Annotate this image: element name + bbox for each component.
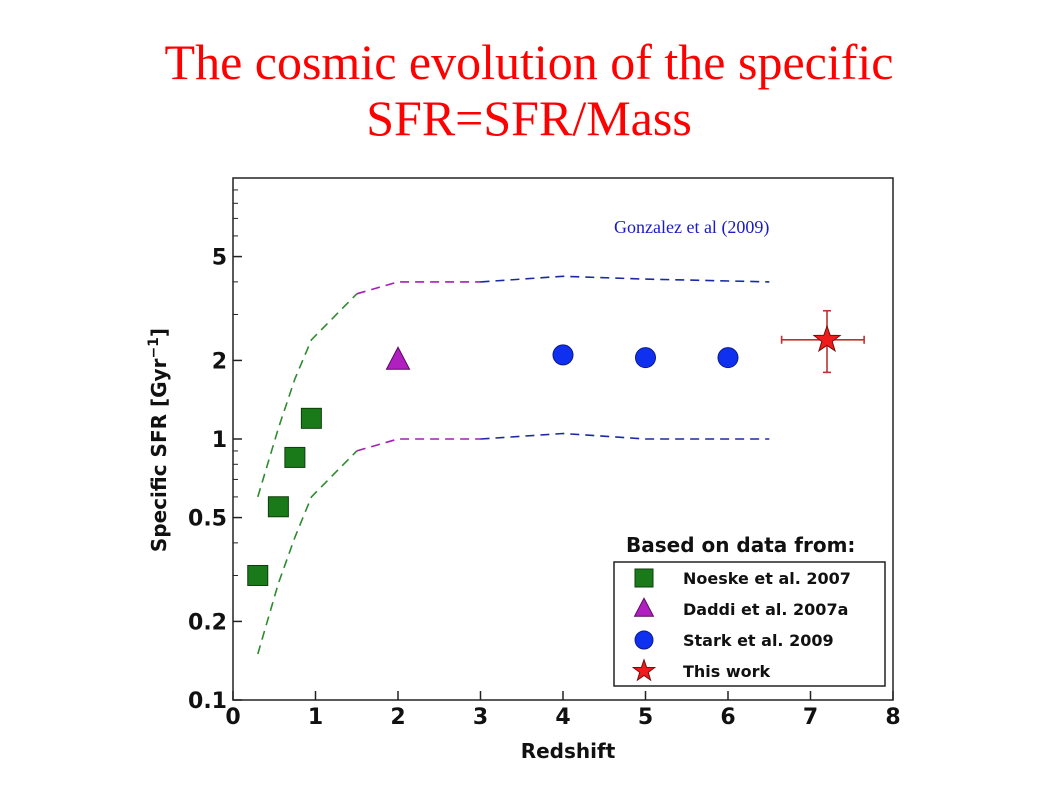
legend-triangle-icon xyxy=(633,597,655,617)
circle-marker xyxy=(717,347,739,369)
x-tick-label: 0 xyxy=(225,705,240,730)
legend-box xyxy=(613,561,886,687)
legend-items: Noeske et al. 2007 Daddi et al. 2007a Star… xyxy=(631,568,851,682)
band-upper-line xyxy=(480,275,770,283)
x-tick-label: 3 xyxy=(473,705,488,730)
ticks-layer: 0 1 2 3 4 5 6 7 8 0.1 0.2 0.5 1 2 5 xyxy=(188,189,901,730)
y-tick-label: 0.1 xyxy=(188,689,227,714)
x-tick-label: 8 xyxy=(885,705,900,730)
bands-layer xyxy=(257,275,770,655)
square-marker xyxy=(247,564,269,586)
legend-label: This work xyxy=(683,662,771,681)
y-tick-label: 0.5 xyxy=(188,507,227,532)
slide-title: The cosmic evolution of the specific SFR… xyxy=(0,34,1058,146)
legend-star-icon xyxy=(631,658,657,682)
band-upper-line xyxy=(257,293,358,498)
band-lower-line xyxy=(356,438,481,452)
markers-layer xyxy=(247,309,865,586)
legend-circle-icon xyxy=(634,630,654,650)
triangle-marker xyxy=(385,346,411,370)
title-line-1: The cosmic evolution of the specific xyxy=(164,34,894,90)
y-axis-title: Specific SFR [Gyr−1] xyxy=(146,328,171,552)
title-line-2: SFR=SFR/Mass xyxy=(366,90,692,146)
x-tick-label: 7 xyxy=(803,705,818,730)
square-marker xyxy=(284,446,306,468)
band-lower-line xyxy=(257,450,358,655)
legend-label: Daddi et al. 2007a xyxy=(683,600,848,619)
x-tick-label: 6 xyxy=(720,705,735,730)
legend-label: Stark et al. 2009 xyxy=(683,631,834,650)
legend-label: Noeske et al. 2007 xyxy=(683,569,851,588)
y-tick-label: 2 xyxy=(212,349,227,374)
y-tick-label: 0.2 xyxy=(188,610,227,635)
x-tick-label: 1 xyxy=(308,705,323,730)
band-upper-line xyxy=(356,281,481,295)
star-marker xyxy=(812,324,842,353)
y-tick-label: 5 xyxy=(212,246,227,271)
legend-square-icon xyxy=(634,568,654,588)
square-marker xyxy=(267,496,289,518)
y-tick-label: 1 xyxy=(212,428,227,453)
band-lower-line xyxy=(480,432,770,440)
citation-label: Gonzalez et al (2009) xyxy=(614,217,769,238)
x-tick-label: 2 xyxy=(390,705,405,730)
circle-marker xyxy=(552,344,574,366)
legend: Based on data from: Noeske et al. 2007 Da… xyxy=(613,533,886,687)
legend-title: Based on data from: xyxy=(626,533,855,557)
x-tick-label: 5 xyxy=(638,705,653,730)
square-marker xyxy=(300,407,322,429)
circle-marker xyxy=(635,347,656,369)
x-tick-label: 4 xyxy=(555,705,570,730)
x-axis-title: Redshift xyxy=(521,739,616,763)
